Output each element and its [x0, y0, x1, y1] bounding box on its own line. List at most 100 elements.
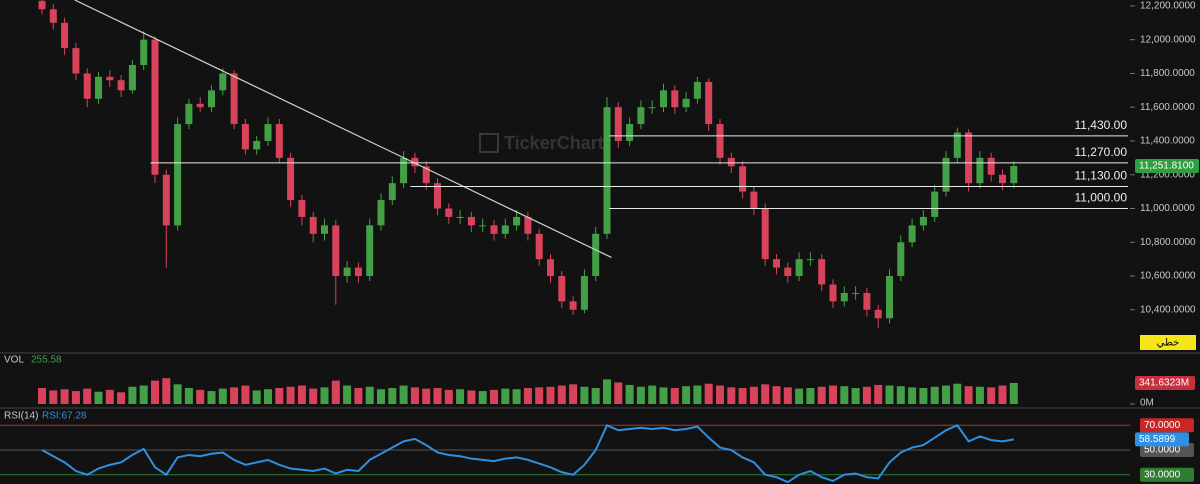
candle-body: [490, 225, 498, 234]
candle-body: [467, 216, 475, 226]
candle-body: [208, 90, 215, 108]
candle-body: [196, 103, 204, 108]
candle-body: [185, 103, 193, 125]
candle-body: [309, 216, 317, 234]
volume-bar: [83, 388, 92, 404]
y-tick-label: 0M: [1140, 398, 1154, 409]
candle-body: [705, 81, 713, 125]
volume-bar: [512, 389, 521, 404]
candle-body: [264, 124, 272, 141]
price-tag-label: 11,251.8100: [1139, 161, 1194, 172]
watermark-group: TickerChart: [479, 133, 604, 153]
volume-bar: [591, 388, 600, 404]
volume-bar: [998, 385, 1007, 404]
volume-bar: [320, 387, 329, 404]
candle-body: [332, 225, 340, 277]
volume-bar: [478, 391, 487, 404]
volume-bar: [704, 383, 713, 404]
volume-bar: [535, 387, 544, 404]
y-tick-label: 30.0000: [1144, 469, 1181, 480]
candle-body: [965, 132, 973, 184]
volume-bar: [614, 382, 623, 404]
panel-title: VOL: [4, 355, 24, 366]
y-tick-label: 11,600.0000: [1140, 102, 1195, 113]
volume-bar: [230, 387, 239, 404]
volume-bar: [264, 389, 272, 404]
volume-bar: [659, 387, 668, 404]
volume-bar: [128, 386, 137, 404]
volume-bar: [783, 387, 792, 404]
volume-bar: [919, 388, 928, 404]
level-label: 11,130.00: [1075, 169, 1128, 183]
candle-body: [83, 73, 91, 99]
volume-bar: [207, 391, 216, 404]
level-label: 11,430.00: [1075, 118, 1128, 132]
level-label: 11,000.00: [1075, 191, 1128, 205]
tag-box: [1140, 335, 1196, 350]
volume-bar: [286, 386, 295, 404]
candle-body: [626, 124, 634, 141]
candle-body: [874, 309, 882, 319]
y-tick-label: 10,800.0000: [1140, 237, 1196, 248]
volume-bar: [806, 388, 815, 404]
volume-bar: [1009, 382, 1018, 404]
volume-bar: [795, 388, 804, 404]
volume-bar: [490, 389, 498, 404]
volume-bar: [603, 379, 611, 404]
candle-body: [806, 259, 814, 261]
panel-title-value: 255.58: [31, 355, 62, 366]
volume-bar: [749, 386, 758, 404]
volume-bar: [829, 385, 837, 404]
candle-body: [818, 259, 826, 285]
volume-bar: [693, 385, 702, 404]
candle-body: [750, 191, 758, 209]
candle-body: [298, 200, 306, 217]
volume-bar: [456, 389, 465, 404]
candle-body: [445, 208, 453, 217]
candle-body: [524, 216, 532, 234]
candle-body: [456, 216, 464, 218]
candle-body: [106, 76, 114, 81]
volume-bar: [908, 387, 917, 404]
candle-body: [95, 76, 102, 99]
y-tick-label: 11,000.0000: [1140, 203, 1195, 214]
volume-bar: [71, 391, 80, 404]
candle-body: [908, 225, 916, 243]
candle-body: [931, 191, 939, 217]
volume-bar: [580, 386, 589, 404]
volume-bar: [433, 388, 442, 404]
candle-body: [400, 157, 408, 184]
volume-bar: [399, 385, 408, 404]
volume-bar: [648, 385, 657, 404]
tag: خطي: [1157, 338, 1180, 349]
y-tick-label: 11,200.0000: [1140, 169, 1195, 180]
candle-body: [739, 166, 747, 192]
volume-bar: [523, 388, 532, 404]
candle-body: [49, 9, 57, 23]
candle-body: [117, 80, 125, 91]
candle-body: [287, 157, 295, 201]
volume-bar: [975, 386, 984, 404]
volume-bar: [139, 385, 148, 404]
candle-body: [999, 174, 1006, 184]
volume-bar: [953, 383, 962, 404]
candle-body: [162, 174, 170, 226]
y-tick-label: 11,400.0000: [1140, 136, 1195, 147]
volume-bar: [772, 386, 781, 404]
volume-bar: [569, 384, 578, 404]
candle-body: [230, 73, 238, 125]
volume-bar: [184, 388, 193, 404]
watermark-icon: [479, 133, 499, 153]
volume-bar: [196, 389, 205, 404]
volume-bar: [682, 386, 691, 404]
volume-bar: [501, 388, 510, 404]
volume-bar: [885, 385, 894, 404]
watermark: TickerChart: [504, 133, 604, 153]
volume-bar: [896, 386, 905, 404]
volume-bar: [817, 386, 826, 404]
trendline: [74, 0, 612, 258]
volume-bar: [365, 386, 374, 404]
candle-body: [987, 157, 995, 175]
price-tag: [1135, 158, 1199, 173]
